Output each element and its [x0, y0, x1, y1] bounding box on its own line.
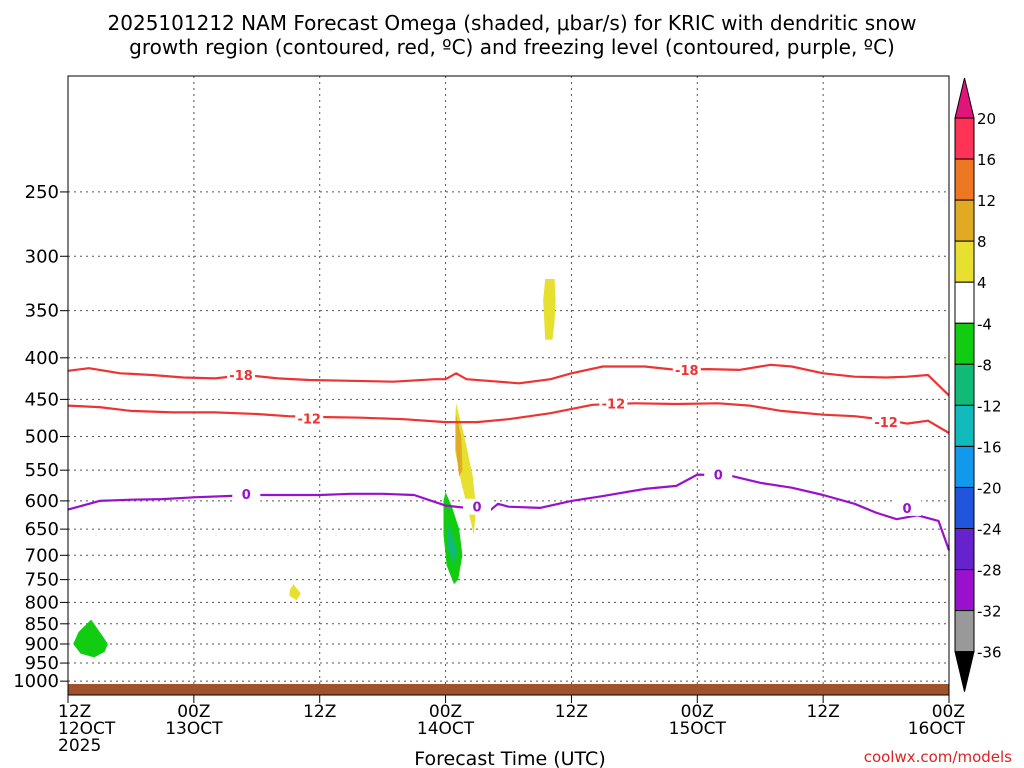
contours-layer: -18 -18 -12 -12 -12 0 0 0 0 [67, 361, 951, 551]
y-tick-label: 650 [25, 519, 59, 540]
y-tick-label: 750 [25, 570, 59, 591]
x-tick-label: 2025 [58, 736, 101, 756]
omega-shaded-region [446, 523, 458, 566]
colorbar-top-arrow [954, 77, 975, 119]
contour-label-bg [672, 361, 701, 378]
colorbar-swatch [954, 445, 975, 488]
y-tick-label: 850 [25, 614, 59, 635]
colorbar-swatch [954, 486, 975, 530]
colorbar-label: 20 [977, 110, 996, 128]
y-tick-label: 900 [25, 634, 59, 655]
contour-line [67, 402, 950, 434]
colorbar-swatch [954, 569, 975, 612]
colorbar-swatch [954, 404, 975, 447]
contour-label-bg [704, 466, 733, 483]
colorbar-swatch [954, 322, 975, 365]
colorbar-label: -28 [977, 562, 1002, 580]
y-tick-label: 400 [25, 348, 59, 369]
ground-surface-band [68, 683, 949, 695]
x-tick-label: 12OCT [58, 719, 116, 739]
contour-label: 0 [903, 502, 912, 517]
colorbar-swatch [954, 240, 975, 283]
y-tick-label: 250 [25, 182, 59, 203]
contour-label-bg [227, 367, 256, 384]
contour-label-bg [463, 498, 492, 515]
plot-frame [67, 75, 950, 696]
colorbar-label: -8 [977, 356, 992, 374]
chart-title-line-2: growth region (contoured, red, ºC) and f… [129, 35, 895, 59]
contour-label-bg [872, 414, 901, 431]
contour-label: -12 [874, 416, 898, 431]
colorbar-label: -12 [977, 397, 1002, 415]
contour-label: -18 [675, 364, 699, 379]
credit-text: coolwx.com/models [864, 748, 1012, 766]
x-tick-label: 14OCT [417, 719, 475, 739]
omega-shaded-region [456, 414, 463, 477]
omega-shaded-region [289, 584, 301, 601]
x-tick-label: 00Z [177, 702, 210, 722]
contour-label: 0 [714, 469, 723, 484]
x-tick-label: 12Z [555, 702, 588, 722]
colorbar-label: -36 [977, 644, 1002, 662]
colorbar-label: -16 [977, 438, 1002, 456]
contour-label-bg [295, 410, 324, 427]
y-tick-label: 700 [25, 545, 59, 566]
x-tick-label: 00Z [429, 702, 462, 722]
contour-label-bg [232, 485, 261, 502]
contour-label: -12 [602, 397, 626, 412]
colorbar-swatch [954, 610, 975, 653]
contour-line [67, 473, 951, 551]
x-tick-label: 12Z [58, 702, 91, 722]
x-tick-label: 16OCT [908, 719, 966, 739]
y-tick-label: 300 [25, 246, 59, 267]
grid-layer [67, 76, 950, 695]
contour-label-bg [599, 395, 628, 412]
colorbar-label: -32 [977, 603, 1002, 621]
colorbar-label: 4 [977, 274, 987, 292]
x-tick-label: 15OCT [669, 719, 727, 739]
colorbar: 20 16 12 8 4 -4 -8 -12 -16 -20 -24 -28 -32 -36 [954, 77, 1002, 692]
omega-shaded-region [543, 279, 556, 340]
y-tick-label: 350 [25, 301, 59, 322]
colorbar-label: -20 [977, 479, 1002, 497]
colorbar-label: 12 [977, 192, 996, 210]
colorbar-bottom-arrow [954, 651, 975, 692]
y-tick-label: 600 [25, 491, 59, 512]
colorbar-label: 8 [977, 233, 987, 251]
x-tick-label: 00Z [681, 702, 714, 722]
colorbar-swatch [954, 528, 975, 571]
y-axis: 2503003504004505005506006507007508008509… [13, 182, 68, 692]
x-axis-title: Forecast Time (UTC) [414, 748, 605, 768]
colorbar-swatch [954, 363, 975, 406]
colorbar-swatch [954, 158, 975, 201]
y-tick-label: 800 [25, 592, 59, 613]
colorbar-swatch [954, 199, 975, 242]
contour-label: -12 [297, 412, 321, 427]
chart-title-line-1: 2025101212 NAM Forecast Omega (shaded, μ… [108, 11, 917, 35]
y-tick-label: 550 [25, 460, 59, 481]
x-tick-label: 00Z [932, 702, 965, 722]
x-tick-label: 13OCT [165, 719, 223, 739]
y-tick-label: 500 [25, 427, 59, 448]
colorbar-swatch [954, 281, 975, 324]
contour-label: 0 [473, 501, 482, 516]
y-tick-label: 950 [25, 653, 59, 674]
y-tick-label: 450 [25, 389, 59, 410]
omega-shaded-region [73, 619, 108, 658]
colorbar-label: -24 [977, 521, 1002, 539]
contour-label: -18 [229, 369, 253, 384]
x-tick-label: 12Z [807, 702, 840, 722]
colorbar-label: 16 [977, 151, 996, 169]
contour-label: 0 [242, 488, 251, 503]
contour-label-bg [893, 499, 922, 516]
colorbar-label: -4 [977, 315, 992, 333]
shaded-regions-layer [73, 279, 556, 658]
ground-layer [68, 683, 949, 695]
colorbar-swatch [954, 117, 975, 160]
y-tick-label: 1000 [13, 671, 59, 692]
x-tick-label: 12Z [303, 702, 336, 722]
contour-line [67, 363, 950, 397]
